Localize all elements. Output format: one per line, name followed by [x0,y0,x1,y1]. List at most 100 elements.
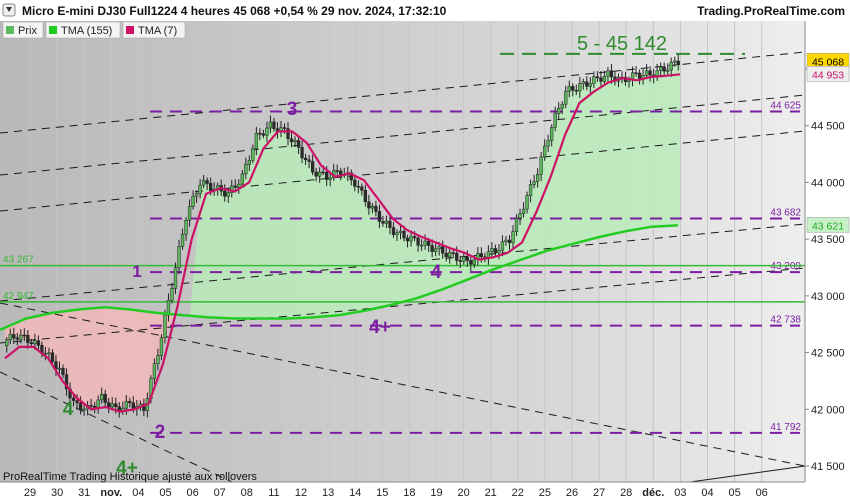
candle [444,252,448,258]
wave-label: 4 [431,262,442,283]
level-label: 44 625 [770,101,801,112]
price-tick-label: 42 500 [811,348,845,360]
legend-swatch [126,26,134,34]
price-tag-label: 43 621 [812,220,844,232]
candle [599,77,603,82]
candle [258,132,262,135]
candle [405,237,410,242]
wave-label: 2 [155,422,166,443]
trend-line [0,223,806,302]
legend-label: Prix [18,25,37,37]
candle [198,184,202,194]
candle [676,60,680,66]
time-tick-label: 30 [51,487,63,499]
candle [493,248,498,254]
candle [289,138,294,143]
candle [251,148,255,161]
candle [395,232,399,235]
candle [286,128,290,140]
candle [416,237,420,246]
candle [12,334,16,339]
candle [669,61,673,71]
candle [317,171,322,177]
legend-label: TMA (155) [61,25,112,37]
candle [500,241,505,251]
candle [409,236,413,242]
candle [402,230,406,239]
candle [504,239,508,242]
chart-title: Micro E-mini DJ30 Full1224 4 heures 45 0… [22,4,447,18]
trend-line [0,302,806,467]
candle [511,231,515,244]
candle [61,367,65,375]
candle [19,334,23,340]
price-tick-label: 44 000 [811,177,845,189]
candle [648,70,652,76]
time-tick-label: 15 [376,487,388,499]
candle [356,186,360,188]
candle [8,334,12,341]
trend-line [0,94,806,176]
candle [173,267,178,289]
candle [588,83,593,87]
legend-swatch [6,26,14,34]
candle [50,352,55,362]
candle [187,206,192,221]
candle [602,75,607,82]
legend-item[interactable] [45,21,121,39]
candle [370,206,375,209]
candle [335,170,339,172]
candle [606,70,610,77]
candle [458,260,462,262]
candle [142,403,146,411]
candle [532,181,536,185]
candle [26,334,30,343]
candle [300,147,304,159]
candle [419,244,424,247]
candle [384,220,389,224]
candle [659,66,663,71]
level-label: 42 738 [770,315,801,326]
candle [261,133,266,136]
time-tick-label: déc. [642,487,664,499]
candle [5,339,9,347]
candle [128,401,132,404]
candle [310,161,315,173]
candle [367,201,371,209]
candle [328,177,332,180]
time-tick-label: nov. [100,487,122,499]
candle [223,190,227,197]
candle [265,127,269,136]
candle [57,367,62,370]
candle [377,211,382,222]
candle [560,103,564,109]
candle [177,246,181,269]
price-tag [806,217,850,233]
candle [321,171,325,174]
candle [430,245,434,252]
price-tag [806,66,850,82]
candle [595,76,600,79]
time-tick-label: 29 [24,487,36,499]
time-tick-label: 20 [457,487,469,499]
candle [535,173,540,182]
candle [514,217,519,232]
price-tick-label: 41 500 [811,461,845,473]
candle [564,90,568,105]
candle [237,183,241,188]
time-tick-label: 05 [159,487,171,499]
candle [191,195,195,207]
candle [363,190,368,202]
candle [131,402,135,410]
legend-item[interactable] [122,21,186,39]
candle [78,402,83,411]
candle [634,72,638,74]
candle [159,337,164,356]
candles [5,54,680,418]
time-tick-label: 27 [593,487,605,499]
candle [226,192,230,197]
candle [441,246,445,254]
candle [550,126,554,141]
